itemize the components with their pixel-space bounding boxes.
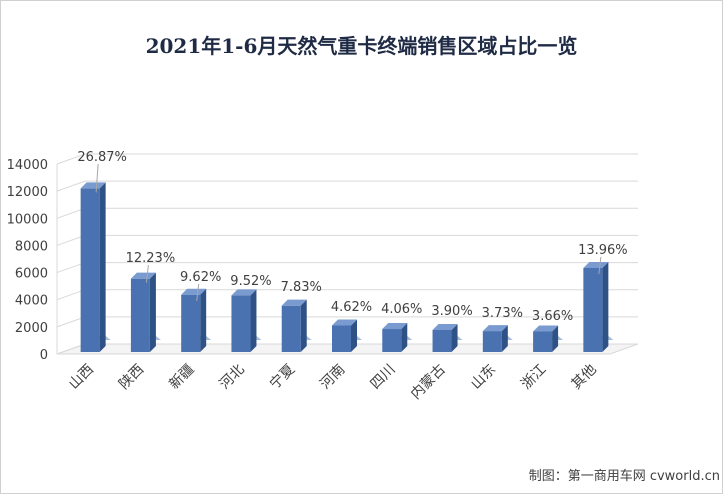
bar-side [401,323,408,352]
bar-side [552,325,559,352]
leader-line [196,283,200,302]
bar [482,331,502,352]
data-label: 9.52% [230,274,271,289]
bar-top [533,325,559,332]
bar [281,305,301,352]
data-label: 3.73% [482,306,523,321]
bar [432,329,452,352]
bar-side [300,299,307,352]
data-label: 26.87% [77,150,127,165]
x-tick-label: 浙江 [518,362,549,393]
data-label: 7.83% [281,280,322,295]
x-tick-label: 其他 [569,362,600,393]
leader-line [95,163,99,193]
bar-top [281,299,307,306]
bar-top [482,325,508,332]
bar-side [99,182,106,352]
x-tick-label: 河北 [217,362,248,393]
bar [80,188,100,352]
bar-side [250,289,257,352]
data-label: 13.96% [578,243,628,258]
y-tick-label: 0 [40,348,48,363]
data-label: 3.66% [532,309,573,324]
y-tick-label: 12000 [7,185,48,200]
bar [332,325,351,352]
bar-top [231,289,257,296]
y-tick-label: 8000 [15,239,48,254]
bar [533,331,553,352]
x-tick-label: 河南 [317,362,348,393]
bar-top [181,288,207,295]
y-tick-label: 14000 [7,158,48,173]
bar-side [351,319,357,352]
gridline [56,207,638,219]
bar-top [432,323,458,330]
x-tick-label: 陕西 [116,362,147,393]
bar [583,267,603,352]
bar-side [149,272,156,352]
gridline [56,234,638,246]
data-label: 3.90% [431,304,472,319]
bar-top [80,182,106,189]
bar-side [501,325,508,352]
leader-line [598,256,602,275]
bar [181,294,201,352]
data-label: 4.62% [331,300,372,315]
x-tick-label: 新疆 [166,362,197,393]
y-tick-label: 4000 [15,294,48,309]
y-tick-label: 2000 [15,321,48,336]
data-label: 9.62% [180,270,221,285]
bar-side [200,288,207,352]
bar-top [583,261,609,268]
bar-top [382,323,408,330]
bar [231,295,251,352]
bar-side [451,323,458,352]
gridline [56,153,638,165]
bar [130,278,150,352]
bar-top [332,319,357,326]
gridline [56,180,638,192]
x-tick-label: 内蒙古 [408,362,449,403]
data-label: 12.23% [126,251,176,266]
bar [382,329,402,352]
x-tick-label: 四川 [367,362,398,393]
x-tick-label: 山东 [468,362,499,393]
source-credit: 制图：第一商用车网 cvworld.cn [528,469,720,484]
data-label: 4.06% [381,302,422,317]
x-tick-label: 山西 [66,362,97,393]
bar-top [130,272,156,279]
bar-side [602,261,609,352]
y-tick-label: 6000 [15,267,48,282]
y-tick-label: 10000 [7,212,48,227]
x-tick-label: 宁夏 [266,361,298,393]
leader-line [145,264,149,283]
chart-title: 2021年1-6月天然气重卡终端销售区域占比一览 [145,34,578,58]
